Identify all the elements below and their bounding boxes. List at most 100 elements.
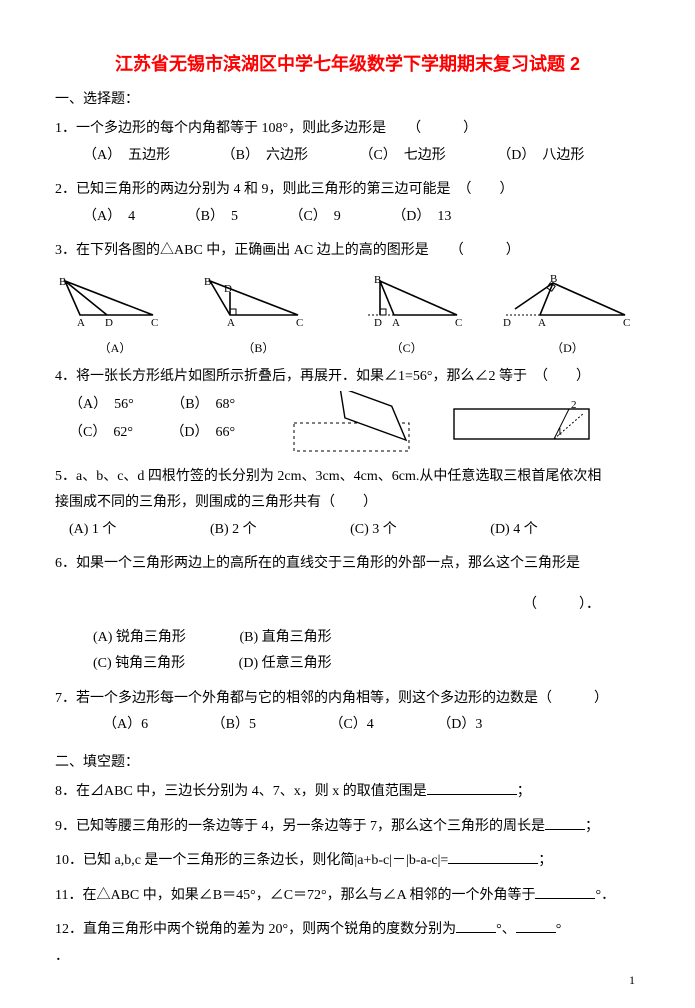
q2: 2．已知三角形的两边分别为 4 和 9，则此三角形的第三边可能是 （ ） （A）…: [55, 177, 640, 230]
q3-figures: B A D C （A） B A D C （B）: [55, 273, 640, 356]
q3-label-b: （B）: [198, 339, 318, 356]
q3-label-c: （C）: [342, 339, 472, 356]
q6-options-2: (C) 钝角三角形 (D) 任意三角形: [93, 656, 366, 671]
q4-opt-c: （C） 62°: [69, 419, 133, 447]
q2-options: （A） 4 （B） 5 （C） 9 （D） 13: [83, 209, 499, 224]
q3-fig-d: B A D C （D）: [495, 273, 640, 356]
q5-opt-a: (A) 1 个: [69, 517, 116, 544]
q4: 4．将一张长方形纸片如图所示折叠后，再展开．如果∠1=56°，那么∠2 等于 （…: [55, 364, 640, 456]
q11: 11．在△ABC 中，如果∠B＝45°，∠C＝72°，那么与∠A 相邻的一个外角…: [55, 883, 640, 910]
q12: 12．直角三角形中两个锐角的差为 20°，则两个锐角的度数分别为 °、 ° ．: [55, 917, 640, 970]
q5-opt-b: (B) 2 个: [210, 517, 257, 544]
svg-text:D: D: [105, 317, 113, 329]
q12-end: °: [556, 922, 562, 937]
svg-text:A: A: [77, 317, 85, 329]
triangle-c-icon: B A D C: [342, 273, 472, 335]
q6-paren: （ ）．: [55, 592, 600, 619]
q11-blank: [535, 884, 595, 899]
q7: 7．若一个多边形每一个外角都与它的相邻的内角相等，则这个多边形的边数是（ ） （…: [55, 686, 640, 739]
svg-text:A: A: [392, 317, 400, 329]
q11-end: °．: [595, 888, 615, 903]
svg-text:C: C: [296, 317, 303, 329]
q6-opt-a: (A) 锐角三角形: [93, 625, 186, 652]
triangle-d-icon: B A D C: [495, 273, 640, 335]
q6-opt-b: (B) 直角三角形: [239, 625, 331, 652]
svg-text:D: D: [224, 283, 232, 295]
q12-dot: ．: [55, 949, 69, 964]
q6-opt-c: (C) 钝角三角形: [93, 651, 185, 678]
q7-text: 7．若一个多边形每一个外角都与它的相邻的内角相等，则这个多边形的边数是（ ）: [55, 691, 608, 706]
svg-text:C: C: [623, 317, 630, 329]
q9-text: 9．已知等腰三角形的一条边等于 4，另一条边等于 7，那么这个三角形的周长是: [55, 819, 545, 834]
q4-row: （A） 56° （B） 68° （C） 62° （D） 66° 2 1: [55, 391, 640, 456]
section-1-head: 一、选择题：: [55, 88, 640, 108]
q3: 3．在下列各图的△ABC 中，正确画出 AC 边上的高的图形是 （ ）: [55, 238, 640, 265]
q8-end: ；: [517, 784, 531, 799]
q7-opt-a: （A）6: [103, 712, 148, 739]
svg-text:1: 1: [557, 426, 563, 438]
fold-figure-2-icon: 2 1: [449, 391, 599, 456]
q12-mid: °、: [496, 922, 516, 937]
q2-opt-d: （D） 13: [392, 204, 451, 231]
q6-options-1: (A) 锐角三角形 (B) 直角三角形: [93, 630, 366, 645]
q10-text: 10．已知 a,b,c 是一个三角形的三条边长，则化简|a+b-c|－|b-a-…: [55, 853, 448, 868]
svg-text:B: B: [204, 276, 211, 288]
q1: 1．一个多边形的每个内角都等于 108°，则此多边形是 （ ） （A） 五边形 …: [55, 116, 640, 169]
q2-opt-a: （A） 4: [83, 204, 135, 231]
q4-opt-b: （B） 68°: [171, 391, 235, 419]
svg-text:B: B: [59, 276, 66, 288]
q1-opt-c: （C） 七边形: [359, 143, 445, 170]
q8-text: 8．在⊿ABC 中，三边长分别为 4、7、x，则 x 的取值范围是: [55, 784, 427, 799]
q3-label-a: （A）: [55, 339, 175, 356]
page-number: 1: [629, 973, 635, 988]
q5: 5．a、b、c、d 四根竹签的长分别为 2cm、3cm、4cm、6cm.从中任意…: [55, 464, 640, 544]
fold-figure-1-icon: [289, 391, 429, 456]
page-title: 江苏省无锡市滨湖区中学七年级数学下学期期末复习试题 2: [55, 50, 640, 76]
q1-opt-b: （B） 六边形: [222, 143, 308, 170]
q12-blank-1: [456, 918, 496, 933]
q5-text1: 5．a、b、c、d 四根竹签的长分别为 2cm、3cm、4cm、6cm.从中任意…: [55, 469, 601, 484]
svg-text:D: D: [374, 317, 382, 329]
q6-text: 6．如果一个三角形两边上的高所在的直线交于三角形的外部一点，那么这个三角形是: [55, 556, 580, 571]
q3-label-d: （D）: [495, 339, 640, 356]
q9-end: ；: [585, 819, 599, 834]
q5-opt-d: (D) 4 个: [490, 517, 537, 544]
q8: 8．在⊿ABC 中，三边长分别为 4、7、x，则 x 的取值范围是 ；: [55, 779, 640, 806]
svg-text:A: A: [227, 317, 235, 329]
q9-blank: [545, 815, 585, 830]
q7-opt-b: （B）5: [212, 712, 256, 739]
q1-options: （A） 五边形 （B） 六边形 （C） 七边形 （D） 八边形: [83, 148, 632, 163]
svg-text:A: A: [538, 317, 546, 329]
q1-opt-a: （A） 五边形: [83, 143, 170, 170]
q1-text: 1．一个多边形的每个内角都等于 108°，则此多边形是 （ ）: [55, 121, 477, 136]
q3-text: 3．在下列各图的△ABC 中，正确画出 AC 边上的高的图形是 （ ）: [55, 243, 520, 258]
q7-opt-d: （D）3: [437, 712, 482, 739]
q10-end: ；: [538, 853, 552, 868]
triangle-b-icon: B A D C: [198, 273, 318, 335]
triangle-a-icon: B A D C: [55, 273, 175, 335]
q5-text2: 接围成不同的三角形，则围成的三角形共有（ ）: [55, 495, 377, 510]
q11-text: 11．在△ABC 中，如果∠B＝45°，∠C＝72°，那么与∠A 相邻的一个外角…: [55, 888, 535, 903]
svg-text:B: B: [374, 274, 381, 286]
svg-text:2: 2: [571, 399, 577, 411]
q2-text: 2．已知三角形的两边分别为 4 和 9，则此三角形的第三边可能是 （ ）: [55, 182, 514, 197]
q2-opt-c: （C） 9: [289, 204, 340, 231]
q7-opt-c: （C）4: [329, 712, 373, 739]
q3-fig-c: B A D C （C）: [342, 273, 472, 356]
q10-blank: [448, 849, 538, 864]
exam-page: 江苏省无锡市滨湖区中学七年级数学下学期期末复习试题 2 一、选择题： 1．一个多…: [0, 0, 695, 1008]
q6: 6．如果一个三角形两边上的高所在的直线交于三角形的外部一点，那么这个三角形是 （…: [55, 551, 640, 677]
q12-blank-2: [516, 918, 556, 933]
section-2-head: 二、填空题：: [55, 751, 640, 771]
q4-opt-d: （D） 66°: [170, 419, 235, 447]
q4-options: （A） 56° （B） 68° （C） 62° （D） 66°: [55, 391, 269, 447]
svg-text:C: C: [151, 317, 158, 329]
q4-opt-a: （A） 56°: [69, 391, 134, 419]
q1-opt-d: （D） 八边形: [497, 143, 584, 170]
q12-text: 12．直角三角形中两个锐角的差为 20°，则两个锐角的度数分别为: [55, 922, 456, 937]
q3-fig-a: B A D C （A）: [55, 273, 175, 356]
q2-opt-b: （B） 5: [187, 204, 238, 231]
q4-text: 4．将一张长方形纸片如图所示折叠后，再展开．如果∠1=56°，那么∠2 等于 （…: [55, 369, 590, 384]
q3-fig-b: B A D C （B）: [198, 273, 318, 356]
svg-text:C: C: [455, 317, 462, 329]
